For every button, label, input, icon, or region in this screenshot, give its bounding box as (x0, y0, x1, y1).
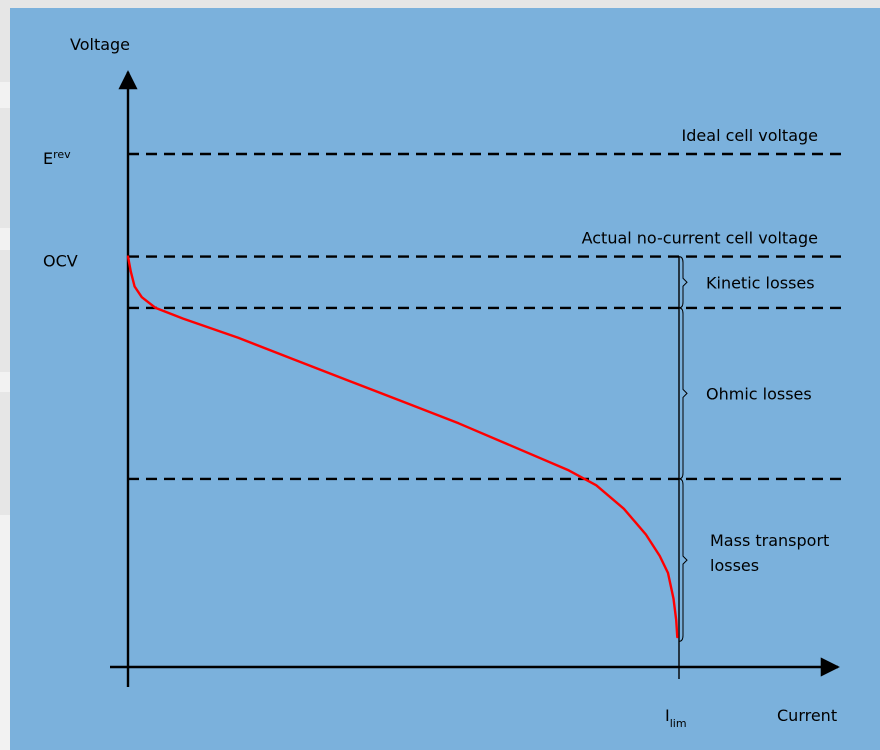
loss-region-label: Mass transport losses (710, 531, 829, 575)
loss-region-label: Ohmic losses (706, 384, 812, 403)
x-marker-label: Ilim (665, 706, 687, 730)
loss-region-label: Kinetic losses (706, 273, 815, 292)
loss-bracket (678, 307, 688, 480)
x-axis-label: Current (777, 706, 837, 725)
reference-line-label: Ideal cell voltage (682, 126, 818, 145)
marker-main: E (43, 149, 53, 168)
y-marker-label: OCV (43, 252, 78, 271)
y-marker-label: Erev (43, 148, 71, 168)
reference-line-label: Actual no-current cell voltage (582, 229, 818, 248)
marker-subscript: lim (670, 717, 687, 730)
loss-bracket (678, 256, 688, 309)
marker-superscript: rev (53, 148, 71, 161)
loss-label-line: Mass transport (710, 531, 829, 550)
loss-bracket (678, 478, 688, 642)
loss-label-line: losses (710, 556, 759, 575)
marker-main: OCV (43, 252, 78, 271)
y-axis-label: Voltage (70, 35, 130, 54)
polarization-curve (126, 255, 679, 639)
marker-main: I (665, 706, 670, 725)
chart-frame (10, 8, 880, 750)
